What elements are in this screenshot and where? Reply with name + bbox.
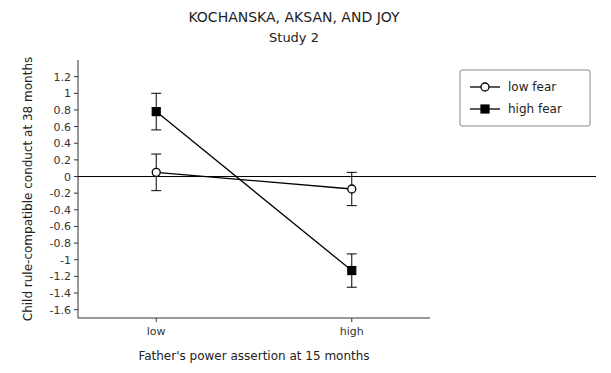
y-tick xyxy=(74,143,78,144)
y-tick-label: -0.2 xyxy=(50,187,71,200)
plot-area xyxy=(151,93,357,287)
x-tick xyxy=(156,318,157,322)
error-bar xyxy=(347,172,357,205)
series-line xyxy=(156,112,352,271)
error-bar-cap xyxy=(347,172,357,173)
legend-marker xyxy=(481,105,489,113)
y-tick xyxy=(74,309,78,310)
y-tick-label: 0.2 xyxy=(54,154,72,167)
error-bar xyxy=(347,254,357,287)
y-tick-label: -0.8 xyxy=(50,237,71,250)
y-tick xyxy=(74,293,78,294)
y-tick-label: 1.2 xyxy=(54,71,72,84)
y-tick xyxy=(74,209,78,210)
series-line xyxy=(156,172,352,189)
y-tick xyxy=(74,93,78,94)
point xyxy=(348,185,356,193)
y-tick-label: 0.8 xyxy=(54,104,72,117)
legend-marker xyxy=(481,83,489,91)
error-bar-cap xyxy=(151,129,161,130)
point xyxy=(152,168,160,176)
y-tick xyxy=(74,276,78,277)
x-tick xyxy=(351,318,352,322)
y-tick-label: 0.6 xyxy=(54,121,72,134)
point xyxy=(152,108,160,116)
y-tick-label: -1.4 xyxy=(50,287,71,300)
error-bar-cap xyxy=(347,253,357,254)
point xyxy=(348,267,356,275)
y-tick-label: -0.4 xyxy=(50,204,71,217)
y-tick-label: 0 xyxy=(64,171,71,184)
legend-frame xyxy=(460,70,590,126)
error-bar-cap xyxy=(151,93,161,94)
y-tick xyxy=(74,126,78,127)
legend-label: high fear xyxy=(508,102,562,116)
error-bar xyxy=(151,93,161,130)
y-tick xyxy=(74,243,78,244)
legend-label: low fear xyxy=(508,80,556,94)
error-bar-cap xyxy=(151,190,161,191)
y-tick-label: -1.2 xyxy=(50,270,71,283)
y-tick xyxy=(74,109,78,110)
y-tick xyxy=(74,159,78,160)
error-bar-cap xyxy=(151,154,161,155)
y-tick-label: 1 xyxy=(64,87,71,100)
error-bar xyxy=(151,154,161,191)
error-bar-cap xyxy=(347,287,357,288)
subtitle: Study 2 xyxy=(269,30,319,45)
y-tick xyxy=(74,193,78,194)
legend: low fear high fear xyxy=(460,70,590,126)
y-tick xyxy=(74,226,78,227)
x-tick-label: high xyxy=(340,325,364,338)
y-tick xyxy=(74,76,78,77)
y-tick-label: -0.6 xyxy=(50,220,71,233)
y-tick xyxy=(74,259,78,260)
error-bar-cap xyxy=(347,205,357,206)
y-tick-label: 0.4 xyxy=(54,137,72,150)
x-tick-label: low xyxy=(147,325,166,338)
y-tick xyxy=(74,176,78,177)
y-tick-label: -1 xyxy=(60,254,71,267)
x-axis-label: Father's power assertion at 15 months xyxy=(138,349,369,363)
title: KOCHANSKA, AKSAN, AND JOY xyxy=(188,9,400,25)
y-axis-label: Child rule-compatible conduct at 38 mont… xyxy=(21,57,35,322)
chart: KOCHANSKA, AKSAN, AND JOY Study 2 -1.6 -1.4… xyxy=(0,0,611,373)
x-axis-line xyxy=(78,318,430,319)
y-tick-label: -1.6 xyxy=(50,304,71,317)
y-axis-line xyxy=(78,60,79,318)
